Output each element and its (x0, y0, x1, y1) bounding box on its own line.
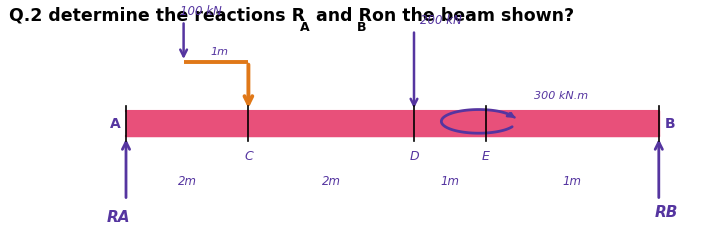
Text: B: B (357, 21, 366, 34)
Text: B: B (665, 117, 675, 131)
Text: C: C (244, 150, 253, 163)
Text: RB: RB (654, 205, 678, 220)
Text: E: E (482, 150, 490, 163)
Text: 100 kN: 100 kN (180, 5, 222, 18)
Text: on the beam shown?: on the beam shown? (366, 7, 575, 25)
Text: RA: RA (107, 210, 130, 225)
Text: and R: and R (310, 7, 372, 25)
Text: A: A (300, 21, 310, 34)
Text: Q.2 determine the reactions R: Q.2 determine the reactions R (9, 7, 305, 25)
Text: 1m: 1m (441, 175, 459, 188)
Text: D: D (409, 150, 419, 163)
Text: 1m: 1m (210, 47, 229, 57)
Text: 1m: 1m (563, 175, 582, 188)
Text: 300 kN.m: 300 kN.m (534, 91, 588, 101)
Text: 200 kN: 200 kN (420, 14, 462, 27)
Text: 2m: 2m (322, 175, 341, 188)
Text: A: A (109, 117, 120, 131)
Text: 2m: 2m (178, 175, 197, 188)
